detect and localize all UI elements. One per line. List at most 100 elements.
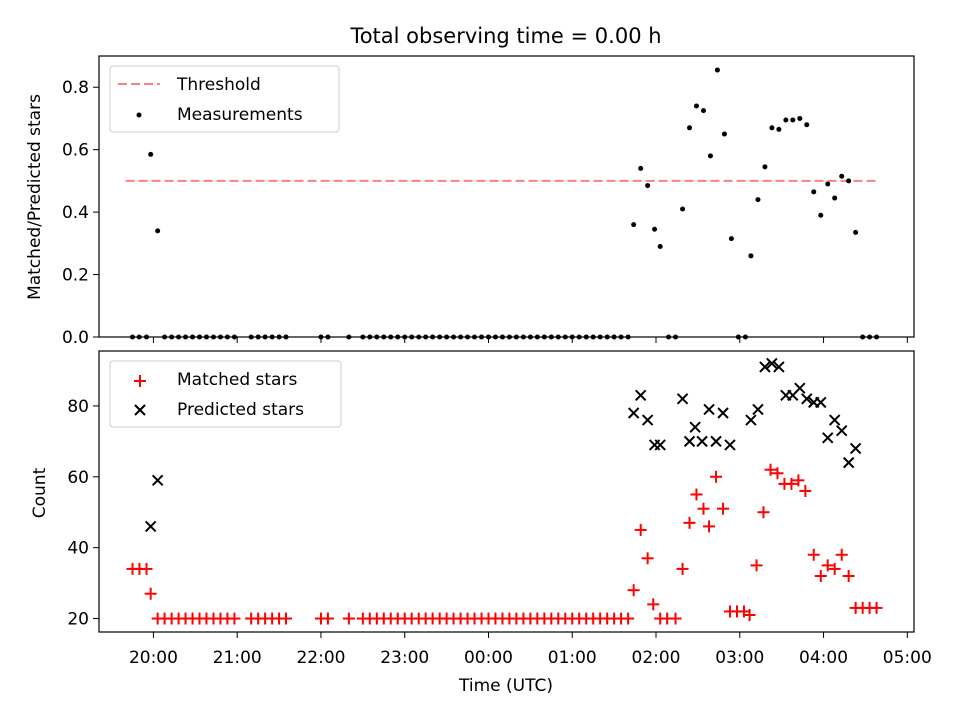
measurement-point [645, 183, 651, 189]
predicted-stars-points [144, 357, 862, 533]
predicted-star-point [794, 382, 806, 394]
measurement-point [631, 222, 637, 228]
measurement-point [430, 334, 436, 340]
measurement-point [657, 243, 663, 249]
predicted-star-point [717, 407, 729, 419]
matched-star-point [835, 548, 848, 561]
measurement-point [693, 103, 699, 109]
measurement-point [346, 334, 352, 340]
ratio-y-tick-label: 0.6 [62, 141, 89, 161]
measurement-point [527, 334, 533, 340]
predicted-star-point [627, 407, 640, 419]
matched-star-point [870, 601, 883, 614]
matched-star-point [757, 506, 770, 519]
matched-star-point [750, 559, 763, 572]
measurement-point [183, 334, 189, 340]
measurement-point [224, 334, 230, 340]
count-x-tick-label: 01:00 [548, 648, 597, 668]
measurement-point [402, 334, 408, 340]
measurement-point [513, 334, 519, 340]
measurement-point [797, 115, 803, 121]
predicted-star-point [759, 361, 771, 373]
measurement-points [130, 67, 880, 340]
matched-legend-label: Matched stars [177, 370, 297, 390]
count-y-ticks: 20 40 60 80 [67, 397, 99, 630]
measurement-point [395, 334, 401, 340]
measurement-point [638, 165, 644, 171]
measurement-point [755, 197, 761, 203]
matched-star-point [828, 562, 841, 575]
measurement-point [409, 334, 415, 340]
measurement-point [728, 236, 734, 242]
ratio-y-ticks: 0.0 0.2 0.4 0.6 0.8 [62, 78, 99, 348]
matched-stars-points [126, 463, 883, 625]
measurement-point [597, 334, 603, 340]
measurements-legend-swatch [136, 112, 142, 118]
measurement-point [867, 334, 873, 340]
measurement-point [762, 164, 768, 170]
predicted-star-point [842, 456, 855, 469]
measurement-point [437, 334, 443, 340]
measurement-point [652, 226, 658, 232]
count-x-ticks: 20:00 21:00 22:00 23:00 00:00 01:00 02:00 03:00… [129, 632, 932, 668]
measurement-point [255, 334, 261, 340]
matched-star-point [676, 562, 689, 575]
matched-star-point [807, 548, 820, 561]
ratio-legend-box [109, 65, 340, 133]
threshold-legend-label: Threshold [176, 75, 261, 95]
predicted-star-point [696, 435, 708, 448]
count-y-tick-label: 20 [67, 610, 89, 630]
measurement-point [618, 334, 624, 340]
measurement-point [155, 228, 161, 234]
matched-star-point [228, 612, 241, 625]
measurement-point [735, 334, 741, 340]
measurement-point [707, 153, 713, 159]
ratio-panel: 0.00.20.40.60.8 Matched/Predicted stars … [25, 55, 915, 348]
measurement-point [136, 334, 142, 340]
measurement-point [231, 334, 237, 340]
count-x-tick-label: 20:00 [129, 648, 178, 668]
matched-star-point [634, 523, 647, 536]
measurement-point [325, 334, 331, 340]
measurement-point [701, 108, 707, 114]
measurement-point [625, 334, 631, 340]
count-legend: Matched stars Predicted stars [109, 360, 342, 428]
measurement-point [666, 334, 672, 340]
predicted-star-point [822, 432, 834, 444]
predicted-star-point [849, 442, 862, 455]
measurement-point [148, 151, 154, 157]
predicted-star-point [703, 403, 715, 416]
measurement-point [721, 131, 727, 137]
measurement-point [687, 125, 693, 131]
matched-star-point [842, 570, 855, 583]
measurement-point [169, 334, 175, 340]
matched-star-point [743, 608, 756, 621]
matched-star-point [821, 559, 834, 572]
predicted-legend-swatch [134, 404, 146, 416]
predicted-star-point [710, 435, 722, 448]
measurement-point [818, 212, 824, 218]
measurement-point [143, 334, 149, 340]
measurement-point [562, 334, 568, 340]
measurement-point [541, 334, 547, 340]
measurement-point [458, 334, 464, 340]
measurement-point [874, 334, 880, 340]
count-x-tick-label: 00:00 [464, 648, 513, 668]
measurement-point [846, 178, 852, 184]
measurement-point [472, 334, 478, 340]
measurement-point [590, 334, 596, 340]
measurement-point [162, 334, 168, 340]
measurement-point [444, 334, 450, 340]
measurement-point [576, 334, 582, 340]
predicted-star-point [828, 414, 841, 426]
measurement-point [465, 334, 471, 340]
measurement-point [673, 334, 679, 340]
predicted-star-point [724, 439, 736, 451]
ratio-y-tick-label: 0.8 [62, 78, 89, 98]
measurement-point [283, 334, 289, 340]
measurement-point [748, 253, 754, 259]
matched-star-point [703, 520, 716, 533]
matched-star-point [669, 612, 682, 625]
count-x-tick-label: 02:00 [632, 648, 681, 668]
matched-star-point [683, 516, 696, 529]
